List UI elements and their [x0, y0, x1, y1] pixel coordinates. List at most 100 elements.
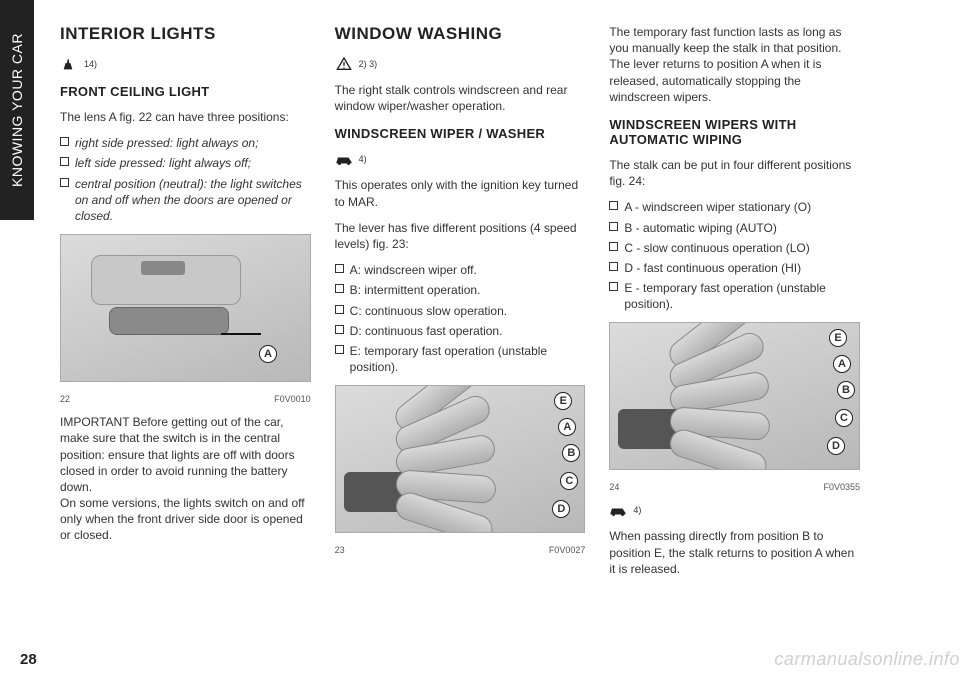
auto-bullets: A - windscreen wiper stationary (O) B - …	[609, 199, 860, 312]
list-item: B: intermittent operation.	[335, 282, 586, 298]
bullet-icon	[609, 262, 618, 271]
fig23-caption: 23 F0V0027	[335, 545, 586, 555]
warning-icon	[335, 56, 353, 72]
icon-row-interior: 14)	[60, 56, 311, 72]
pointer-line	[221, 333, 261, 335]
fig-code: F0V0355	[823, 482, 860, 492]
bullet-text: central position (neutral): the light sw…	[75, 176, 311, 225]
list-item: E: temporary fast operation (unstable po…	[335, 343, 586, 375]
wiper-washer-sub: WINDSCREEN WIPER / WASHER	[335, 126, 586, 141]
bullet-text: A - windscreen wiper stationary (O)	[624, 199, 811, 215]
column-1: INTERIOR LIGHTS 14) FRONT CEILING LIGHT …	[60, 24, 311, 668]
marker-d: D	[552, 500, 570, 518]
figure-23: E A B C D	[335, 385, 586, 533]
list-item: A - windscreen wiper stationary (O)	[609, 199, 860, 215]
icon-row-wiper: 4)	[335, 151, 586, 167]
bullet-text: B: intermittent operation.	[350, 282, 481, 298]
front-ceiling-sub: FRONT CEILING LIGHT	[60, 84, 311, 99]
wiper-bullets: A: windscreen wiper off. B: intermittent…	[335, 262, 586, 375]
list-item: D - fast continuous operation (HI)	[609, 260, 860, 276]
ceiling-intro: The lens A fig. 22 can have three positi…	[60, 109, 311, 125]
fig-number: 24	[609, 482, 619, 492]
fig-code: F0V0010	[274, 394, 311, 404]
marker-a: A	[558, 418, 576, 436]
list-item: A: windscreen wiper off.	[335, 262, 586, 278]
bullet-text: B - automatic wiping (AUTO)	[624, 220, 777, 236]
bullet-text: C: continuous slow operation.	[350, 303, 507, 319]
list-item: B - automatic wiping (AUTO)	[609, 220, 860, 236]
figure-22: A	[60, 234, 311, 382]
bullet-icon	[335, 264, 344, 273]
wash-intro: The right stalk controls windscreen and …	[335, 82, 586, 114]
window-washing-title: WINDOW WASHING	[335, 24, 586, 44]
list-item: C: continuous slow operation.	[335, 303, 586, 319]
bullet-icon	[60, 137, 69, 146]
list-item: right side pressed: light always on;	[60, 135, 311, 151]
fig24-caption: 24 F0V0355	[609, 482, 860, 492]
icon-row-closing: 4)	[609, 502, 860, 518]
car-icon	[335, 151, 353, 167]
tempfast-para: The temporary fast function lasts as lon…	[609, 24, 860, 105]
bullet-text: E - temporary fast operation (unstable p…	[624, 280, 860, 312]
bullet-icon	[609, 282, 618, 291]
marker-c: C	[560, 472, 578, 490]
bullet-text: right side pressed: light always on;	[75, 135, 258, 151]
marker-c: C	[835, 409, 853, 427]
marker-a: A	[833, 355, 851, 373]
bullet-icon	[609, 201, 618, 210]
car-icon	[609, 502, 627, 518]
bullet-icon	[335, 305, 344, 314]
page-number: 28	[20, 651, 37, 668]
bullet-icon	[60, 157, 69, 166]
wiper-para2: The lever has five different positions (…	[335, 220, 586, 252]
ceiling-bullets: right side pressed: light always on; lef…	[60, 135, 311, 224]
marker-e: E	[829, 329, 847, 347]
column-3: The temporary fast function lasts as lon…	[609, 24, 860, 668]
bullet-icon	[335, 325, 344, 334]
ref-closing: 4)	[633, 505, 641, 515]
marker-a: A	[259, 345, 277, 363]
icon-row-wash: 2) 3)	[335, 56, 586, 72]
bullet-icon	[609, 242, 618, 251]
side-tab: KNOWING YOUR CAR	[0, 0, 34, 220]
bullet-text: E: temporary fast operation (unstable po…	[350, 343, 586, 375]
bullet-icon	[60, 178, 69, 187]
fig-number: 22	[60, 394, 70, 404]
bullet-icon	[335, 284, 344, 293]
bullet-text: D - fast continuous operation (HI)	[624, 260, 801, 276]
ref-wash: 2) 3)	[359, 59, 378, 69]
bullet-text: left side pressed: light always off;	[75, 155, 251, 171]
fig-number: 23	[335, 545, 345, 555]
watermark: carmanualsonline.info	[774, 649, 960, 670]
marker-b: B	[562, 444, 580, 462]
fig22-caption: 22 F0V0010	[60, 394, 311, 404]
closing-para: When passing directly from position B to…	[609, 528, 860, 577]
auto-wiping-sub: WINDSCREEN WIPERS WITH AUTOMATIC WIPING	[609, 117, 860, 147]
auto-intro: The stalk can be put in four different p…	[609, 157, 860, 189]
marker-d: D	[827, 437, 845, 455]
bullet-icon	[335, 345, 344, 354]
list-item: E - temporary fast operation (unstable p…	[609, 280, 860, 312]
list-item: D: continuous fast operation.	[335, 323, 586, 339]
side-tab-label: KNOWING YOUR CAR	[9, 33, 25, 187]
bullet-text: D: continuous fast operation.	[350, 323, 503, 339]
marker-e: E	[554, 392, 572, 410]
wiper-para1: This operates only with the ignition key…	[335, 177, 586, 209]
content-columns: INTERIOR LIGHTS 14) FRONT CEILING LIGHT …	[60, 24, 860, 668]
bullet-text: A: windscreen wiper off.	[350, 262, 477, 278]
ref-interior: 14)	[84, 59, 97, 69]
ceiling-buttons-shape	[141, 261, 185, 275]
important-note: IMPORTANT Before getting out of the car,…	[60, 414, 311, 544]
ref-wiper: 4)	[359, 154, 367, 164]
bullet-text: C - slow continuous operation (LO)	[624, 240, 809, 256]
lens-shape	[109, 307, 229, 335]
bullet-icon	[609, 222, 618, 231]
page-body: INTERIOR LIGHTS 14) FRONT CEILING LIGHT …	[0, 0, 888, 678]
interior-lights-title: INTERIOR LIGHTS	[60, 24, 311, 44]
list-item: left side pressed: light always off;	[60, 155, 311, 171]
list-item: C - slow continuous operation (LO)	[609, 240, 860, 256]
figure-24: E A B C D	[609, 322, 860, 470]
column-2: WINDOW WASHING 2) 3) The right stalk con…	[335, 24, 586, 668]
list-item: central position (neutral): the light sw…	[60, 176, 311, 225]
fig-code: F0V0027	[549, 545, 586, 555]
